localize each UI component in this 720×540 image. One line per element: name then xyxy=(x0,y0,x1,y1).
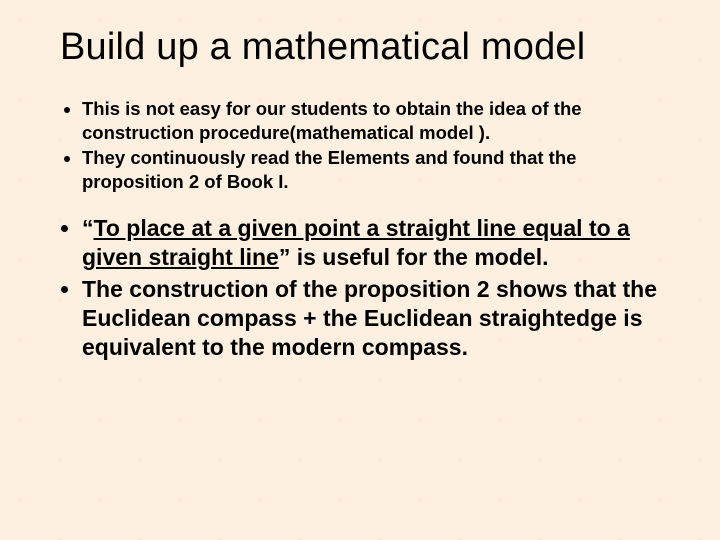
bullet-group-2: “To place at a given point a straight li… xyxy=(46,214,674,363)
bullet-group-1: This is not easy for our students to obt… xyxy=(46,97,674,194)
quote-rest: ” is useful for the model. xyxy=(279,244,549,270)
list-item: This is not easy for our students to obt… xyxy=(82,97,674,144)
quote-open: “ xyxy=(82,215,94,241)
list-item: They continuously read the Elements and … xyxy=(82,146,674,193)
list-item: The construction of the proposition 2 sh… xyxy=(82,275,674,363)
list-item: “To place at a given point a straight li… xyxy=(82,214,674,273)
page-title: Build up a mathematical model xyxy=(60,26,674,69)
slide: Build up a mathematical model This is no… xyxy=(0,0,720,540)
